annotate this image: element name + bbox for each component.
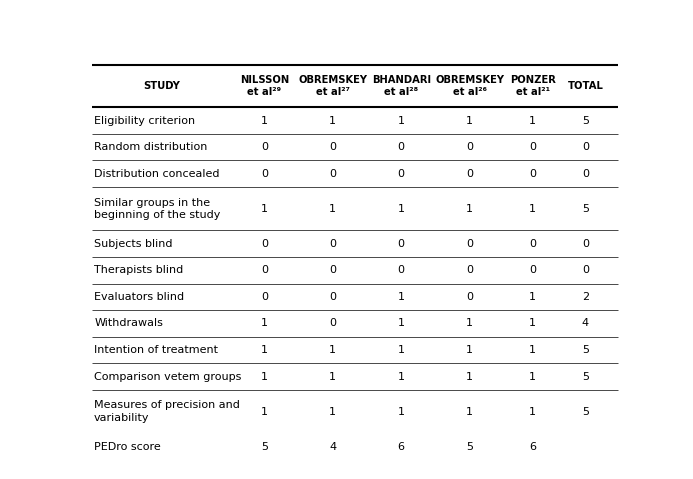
Text: 0: 0 [466,142,473,152]
Text: 0: 0 [466,265,473,275]
Text: 1: 1 [529,407,536,417]
Text: 0: 0 [529,265,536,275]
Text: 1: 1 [398,204,405,214]
Text: Intention of treatment: Intention of treatment [94,345,218,355]
Text: 4: 4 [329,442,336,452]
Text: 1: 1 [529,345,536,355]
Text: 1: 1 [466,407,473,417]
Text: OBREMSKEY
et al²⁷: OBREMSKEY et al²⁷ [298,75,367,97]
Text: 0: 0 [329,142,336,152]
Text: 0: 0 [329,265,336,275]
Text: 5: 5 [582,204,589,214]
Text: 1: 1 [529,204,536,214]
Text: 0: 0 [529,169,536,179]
Text: 6: 6 [529,442,536,452]
Text: 1: 1 [398,407,405,417]
Text: 1: 1 [398,372,405,381]
Text: 1: 1 [529,372,536,381]
Text: 1: 1 [466,345,473,355]
Text: 1: 1 [329,115,336,125]
Text: TOTAL: TOTAL [568,81,604,91]
Text: NILSSON
et al²⁹: NILSSON et al²⁹ [240,75,289,97]
Text: 0: 0 [261,169,268,179]
Text: Similar groups in the
beginning of the study: Similar groups in the beginning of the s… [94,197,220,220]
Text: 1: 1 [261,407,268,417]
Text: PEDro score: PEDro score [94,442,161,452]
Text: Withdrawals: Withdrawals [94,319,163,329]
Text: 1: 1 [261,372,268,381]
Text: 1: 1 [398,292,405,302]
Text: 1: 1 [398,345,405,355]
Text: 6: 6 [398,442,405,452]
Text: 5: 5 [466,442,473,452]
Text: Therapists blind: Therapists blind [94,265,184,275]
Text: 5: 5 [261,442,268,452]
Text: 0: 0 [261,265,268,275]
Text: 5: 5 [582,115,589,125]
Text: 1: 1 [329,372,336,381]
Text: 2: 2 [582,292,589,302]
Text: 0: 0 [466,292,473,302]
Text: 0: 0 [529,239,536,249]
Text: OBREMSKEY
et al²⁶: OBREMSKEY et al²⁶ [435,75,504,97]
Text: BHANDARI
et al²⁸: BHANDARI et al²⁸ [371,75,431,97]
Text: 0: 0 [582,169,589,179]
Text: 1: 1 [398,319,405,329]
Text: 0: 0 [261,142,268,152]
Text: 1: 1 [466,319,473,329]
Text: 1: 1 [329,345,336,355]
Text: PONZER
et al²¹: PONZER et al²¹ [510,75,556,97]
Text: 1: 1 [261,345,268,355]
Text: Distribution concealed: Distribution concealed [94,169,220,179]
Text: 4: 4 [582,319,589,329]
Text: 0: 0 [329,319,336,329]
Text: 0: 0 [398,239,405,249]
Text: 5: 5 [582,345,589,355]
Text: Subjects blind: Subjects blind [94,239,173,249]
Text: 0: 0 [261,239,268,249]
Text: Evaluators blind: Evaluators blind [94,292,184,302]
Text: 1: 1 [466,204,473,214]
Text: 1: 1 [329,204,336,214]
Text: 0: 0 [582,142,589,152]
Text: 5: 5 [582,372,589,381]
Text: Comparison vetem groups: Comparison vetem groups [94,372,242,381]
Text: 0: 0 [398,265,405,275]
Text: Eligibility criterion: Eligibility criterion [94,115,195,125]
Text: 1: 1 [261,115,268,125]
Text: 1: 1 [261,319,268,329]
Text: 0: 0 [329,239,336,249]
Text: 0: 0 [261,292,268,302]
Text: Random distribution: Random distribution [94,142,207,152]
Text: 0: 0 [466,239,473,249]
Text: 5: 5 [582,407,589,417]
Text: 1: 1 [466,372,473,381]
Text: 1: 1 [466,115,473,125]
Text: STUDY: STUDY [143,81,180,91]
Text: 1: 1 [529,292,536,302]
Text: 0: 0 [329,169,336,179]
Text: 0: 0 [466,169,473,179]
Text: 0: 0 [582,239,589,249]
Text: 1: 1 [529,115,536,125]
Text: Measures of precision and
variability: Measures of precision and variability [94,400,240,423]
Text: 0: 0 [582,265,589,275]
Text: 1: 1 [398,115,405,125]
Text: 0: 0 [398,142,405,152]
Text: 1: 1 [529,319,536,329]
Text: 0: 0 [529,142,536,152]
Text: 1: 1 [261,204,268,214]
Text: 1: 1 [329,407,336,417]
Text: 0: 0 [398,169,405,179]
Text: 0: 0 [329,292,336,302]
